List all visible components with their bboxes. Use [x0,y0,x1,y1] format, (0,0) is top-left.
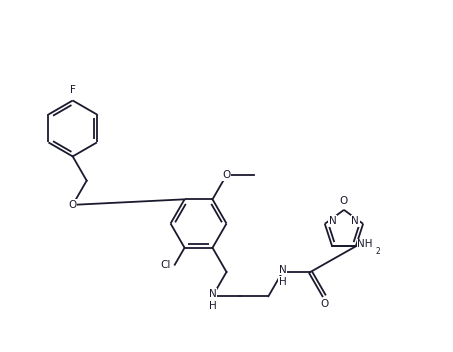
Text: N: N [329,216,337,226]
Text: N: N [209,289,217,299]
Text: N: N [279,265,286,275]
Text: NH: NH [357,239,373,249]
Text: O: O [68,200,77,210]
Text: H: H [279,277,286,287]
Text: Cl: Cl [160,260,171,270]
Text: F: F [70,85,76,95]
Text: H: H [209,301,217,311]
Text: O: O [340,196,348,206]
Text: O: O [222,170,231,180]
Text: N: N [352,216,359,226]
Text: 2: 2 [376,247,380,256]
Text: O: O [320,299,328,309]
